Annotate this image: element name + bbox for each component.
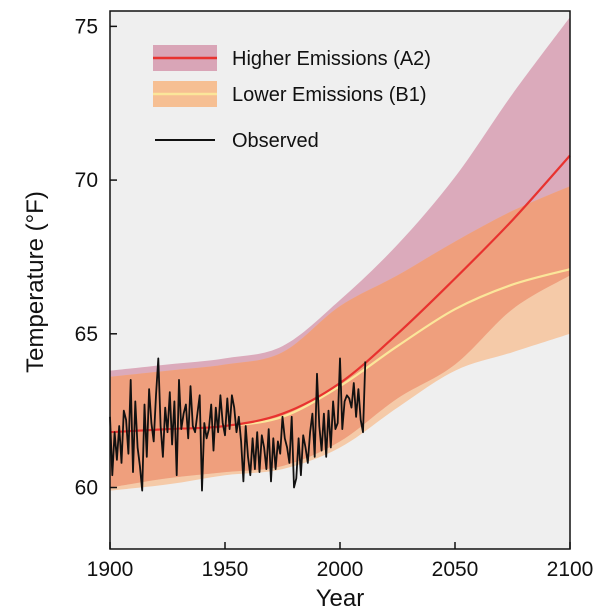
- legend-label: Observed: [232, 130, 319, 152]
- tick-marks: 1900 1950 2000 2050 2100 60 65 70 75: [75, 15, 594, 581]
- legend-label: Lower Emissions (B1): [232, 84, 427, 106]
- y-axis-title: Temperature (°F): [22, 191, 49, 373]
- line-observed: [109, 357, 367, 492]
- line-higher-emissions-a2: [109, 154, 571, 434]
- series-lines: [109, 154, 571, 492]
- uncertainty-bands: [110, 17, 570, 491]
- legend: Higher Emissions (A2) Lower Emissions (B1…: [153, 45, 431, 152]
- x-tick-label: 1950: [202, 558, 249, 581]
- legend-label: Higher Emissions (A2): [232, 48, 431, 70]
- x-tick-label: 1900: [87, 558, 134, 581]
- y-tick-label: 60: [75, 477, 98, 500]
- band-overlap: [110, 186, 570, 488]
- y-tick-label: 75: [75, 15, 98, 38]
- x-axis-title: Year: [316, 585, 365, 611]
- y-tick-label: 65: [75, 323, 98, 346]
- y-tick-label: 70: [75, 169, 98, 192]
- x-tick-label: 2100: [547, 558, 594, 581]
- x-tick-label: 2000: [317, 558, 364, 581]
- x-tick-label: 2050: [432, 558, 479, 581]
